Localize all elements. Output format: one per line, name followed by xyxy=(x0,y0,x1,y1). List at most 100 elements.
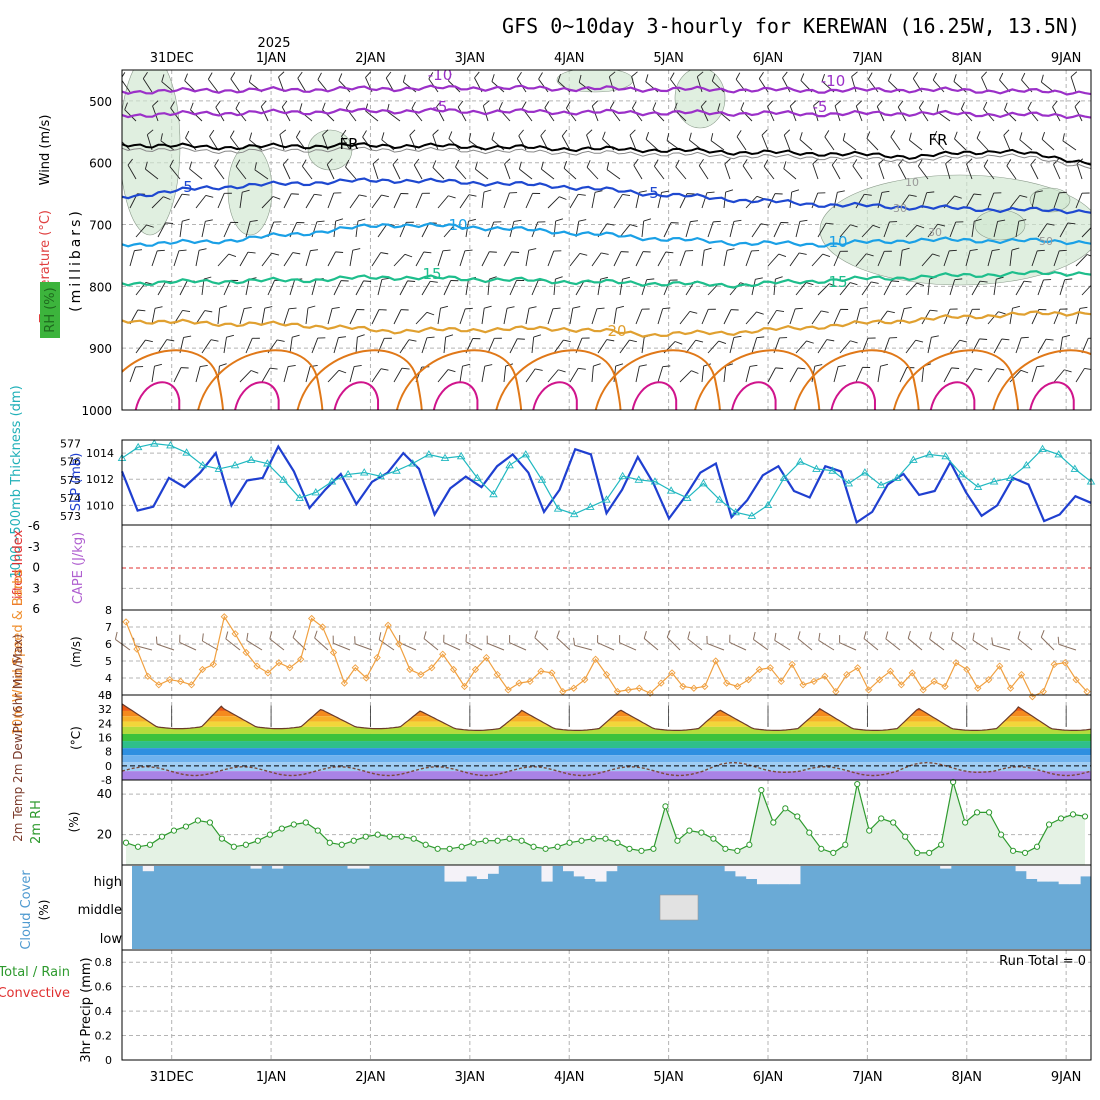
rh2m-marker xyxy=(134,843,142,850)
wind-barb-staff xyxy=(547,308,554,325)
wind-barb-flag xyxy=(780,222,789,224)
wind10m-marker xyxy=(428,664,436,672)
wind-barb-staff xyxy=(169,166,181,180)
wind-barb-staff xyxy=(861,281,872,296)
wind-barb-flag xyxy=(609,101,615,109)
wind-barb-flag xyxy=(185,130,190,139)
temp-bands xyxy=(122,703,1091,780)
wind-barb-staff xyxy=(921,309,931,325)
rh2m-marker xyxy=(950,778,957,786)
wind-barb-flag xyxy=(432,129,439,136)
wind-barb-staff xyxy=(645,138,659,151)
wind-barb xyxy=(921,253,940,267)
wind-barb-staff xyxy=(899,194,910,209)
wind10m-marker xyxy=(930,677,938,686)
wind-barb-staff xyxy=(707,340,720,354)
wind-barb xyxy=(239,370,259,383)
wind-barb-flag xyxy=(606,339,615,342)
wind-barb-flag xyxy=(509,192,518,194)
wind-barb-flag xyxy=(1036,365,1045,368)
wind-barb-flag xyxy=(483,100,490,107)
wind-barb-flag xyxy=(775,367,784,369)
wind-barb-staff xyxy=(591,366,594,383)
wind-barb-flag xyxy=(850,340,858,344)
wind-barb xyxy=(415,311,435,325)
wind-barb-flag xyxy=(876,100,883,107)
thickness-marker xyxy=(1054,450,1063,458)
wind-barb xyxy=(569,252,588,267)
wind-barb-flag xyxy=(316,220,325,223)
wind-barb-staff xyxy=(811,192,819,209)
wind10m-barb xyxy=(1040,630,1055,651)
wind-barb xyxy=(261,196,281,209)
precip-tick: 0.8 xyxy=(95,956,113,969)
wind-barb-staff xyxy=(333,337,339,354)
wind-barb xyxy=(833,308,849,325)
wind10m-barb-staff xyxy=(643,638,659,651)
wind-barb-flag xyxy=(760,223,769,226)
rh-legend-swatch xyxy=(40,282,60,338)
wind-barb-staff xyxy=(813,105,819,122)
wind-barb-staff xyxy=(635,308,643,325)
wind-barb-flag xyxy=(622,276,630,280)
wind-barb-staff xyxy=(960,108,973,122)
wind-barb xyxy=(927,335,939,354)
wind-barb-flag xyxy=(813,100,820,106)
rh2m-marker xyxy=(938,841,945,848)
wind-barb xyxy=(613,305,624,325)
wind10m-barb xyxy=(643,630,659,651)
wind-barb xyxy=(215,100,225,122)
wind-barb xyxy=(474,161,489,180)
wind10m-barb-staff xyxy=(202,640,219,651)
wind-barb-staff xyxy=(129,250,135,267)
wind-barb xyxy=(724,158,731,180)
wind10m-barb xyxy=(573,637,593,651)
wind10m-barb-staff xyxy=(314,637,329,651)
wind-barb-staff xyxy=(436,106,445,122)
wind-barb-staff xyxy=(670,78,681,93)
wind-barb-flag xyxy=(250,220,258,222)
wind-barb-staff xyxy=(327,369,340,383)
wind10m-barb-staff xyxy=(354,643,373,651)
wind-barb-flag xyxy=(1045,338,1054,341)
wind10m-marker xyxy=(919,686,927,694)
wind-barb-flag xyxy=(281,100,288,108)
thickness-marker xyxy=(392,466,401,474)
pressure-tick: 1000 xyxy=(81,404,112,418)
wind-barb-flag xyxy=(799,219,808,222)
wind10m-marker xyxy=(733,682,742,691)
wind-barb xyxy=(932,73,945,93)
wind-barb-staff xyxy=(541,168,555,180)
wind-barb-flag xyxy=(1019,132,1023,140)
wind10m-barb-staff xyxy=(907,638,923,651)
wind10m-barb-flag xyxy=(706,635,708,644)
wind-barb-flag xyxy=(178,249,187,252)
wind-barb-staff xyxy=(921,253,933,267)
thickness-marker xyxy=(715,495,724,503)
wind-barb-flag xyxy=(717,103,721,111)
wind-barb xyxy=(606,162,621,180)
wind-barb xyxy=(355,280,372,296)
thickness-marker xyxy=(909,455,918,463)
wind-barb-staff xyxy=(142,78,153,93)
wind-barb-flag xyxy=(341,129,347,137)
wind-barb-flag xyxy=(359,194,367,197)
thickness-marker xyxy=(876,480,886,489)
date-label-top: 3JAN xyxy=(455,51,486,66)
wind10m-barb-flag xyxy=(991,637,994,646)
wind-barb-staff xyxy=(1070,76,1077,93)
wind-barb xyxy=(217,305,228,325)
wind-barb-staff xyxy=(245,338,253,354)
date-label-top: 1JAN xyxy=(256,51,287,66)
wind-barb-flag xyxy=(631,71,638,77)
cloud-high-gap xyxy=(476,866,488,879)
date-label-top: 8JAN xyxy=(952,51,983,66)
wind-barb-flag xyxy=(698,159,704,166)
wind-barb xyxy=(878,158,885,180)
wind-barb xyxy=(855,253,874,267)
wind-barb-staff xyxy=(1053,308,1061,325)
thickness-tick: 576 xyxy=(60,456,81,469)
wind-barb-staff xyxy=(223,222,231,238)
wind-barb xyxy=(201,339,219,354)
wind-barb xyxy=(459,249,473,267)
